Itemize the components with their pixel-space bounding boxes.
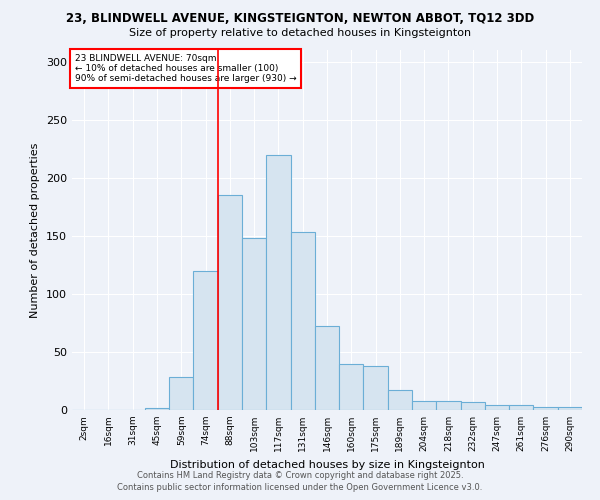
X-axis label: Distribution of detached houses by size in Kingsteignton: Distribution of detached houses by size … [170, 460, 484, 469]
Bar [315, 326, 339, 410]
Bar [266, 154, 290, 410]
Bar [485, 406, 509, 410]
Bar [193, 270, 218, 410]
Text: Contains HM Land Registry data © Crown copyright and database right 2025.: Contains HM Land Registry data © Crown c… [137, 471, 463, 480]
Bar [461, 402, 485, 410]
Bar [218, 195, 242, 410]
Bar [169, 378, 193, 410]
Bar [509, 406, 533, 410]
Text: 23, BLINDWELL AVENUE, KINGSTEIGNTON, NEWTON ABBOT, TQ12 3DD: 23, BLINDWELL AVENUE, KINGSTEIGNTON, NEW… [66, 12, 534, 26]
Text: Size of property relative to detached houses in Kingsteignton: Size of property relative to detached ho… [129, 28, 471, 38]
Text: 23 BLINDWELL AVENUE: 70sqm
← 10% of detached houses are smaller (100)
90% of sem: 23 BLINDWELL AVENUE: 70sqm ← 10% of deta… [74, 54, 296, 84]
Bar [145, 408, 169, 410]
Bar [339, 364, 364, 410]
Bar [436, 400, 461, 410]
Bar [290, 232, 315, 410]
Bar [412, 400, 436, 410]
Bar [242, 238, 266, 410]
Bar [558, 406, 582, 410]
Text: Contains public sector information licensed under the Open Government Licence v3: Contains public sector information licen… [118, 484, 482, 492]
Bar [533, 406, 558, 410]
Bar [364, 366, 388, 410]
Y-axis label: Number of detached properties: Number of detached properties [31, 142, 40, 318]
Bar [388, 390, 412, 410]
